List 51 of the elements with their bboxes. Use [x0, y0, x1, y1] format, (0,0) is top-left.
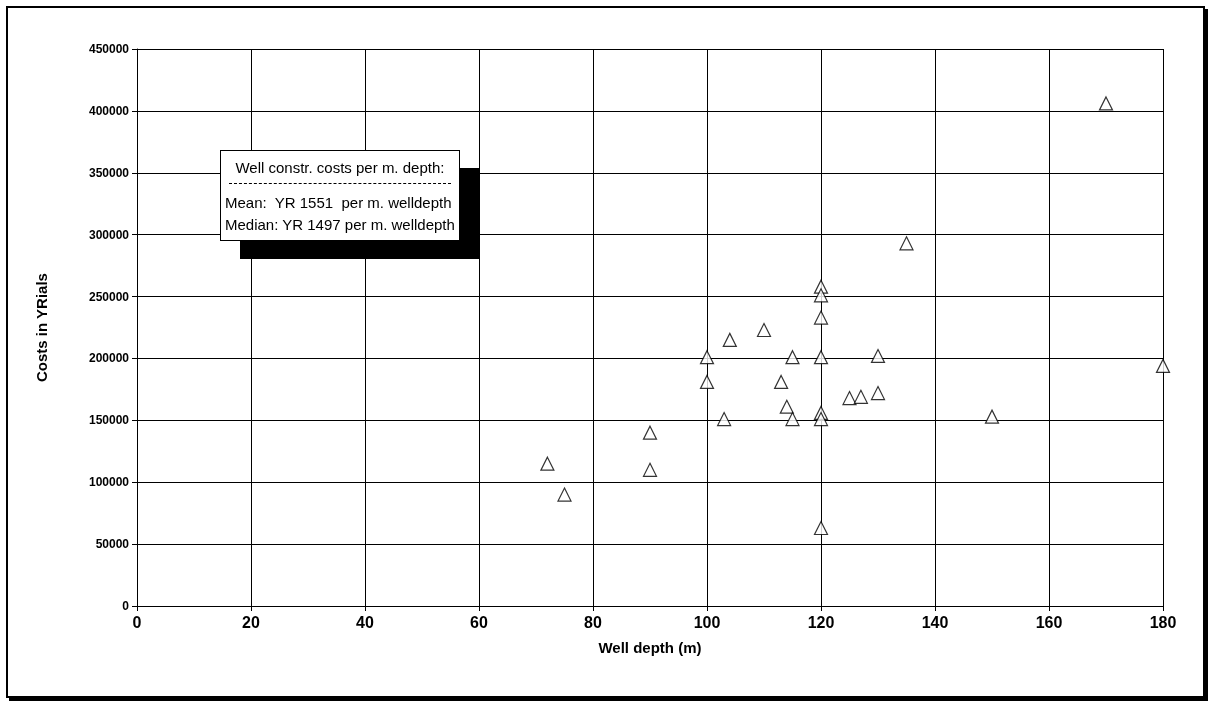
- y-tick-label: 300000: [88, 227, 130, 242]
- annotation: Mean: YR 1551 per m. welldepth: [225, 193, 453, 213]
- point: [813, 310, 829, 325]
- x-tick-label: 140: [921, 613, 949, 631]
- point: [870, 348, 886, 364]
- point: [642, 462, 658, 477]
- annotation: Well constr. costs per m. depth:: [234, 158, 446, 178]
- point: [842, 390, 857, 406]
- point: [699, 350, 715, 365]
- y-tick-label: 350000: [88, 165, 130, 180]
- y-tick-label: 250000: [88, 289, 130, 304]
- y-tick-label: 50000: [95, 537, 130, 552]
- point: [699, 374, 715, 390]
- annotation: Median: YR 1497 per m. welldepth: [225, 215, 455, 235]
- y-tick-label: 450000: [88, 42, 130, 56]
- x-tick-label: 40: [356, 613, 374, 631]
- y-axis-title: Costs in YRials: [33, 273, 50, 382]
- point: [557, 487, 572, 502]
- x-axis-title: Well depth (m): [598, 639, 702, 656]
- point: [785, 350, 800, 365]
- x-tick-label: 60: [470, 613, 488, 631]
- point: [785, 412, 800, 427]
- x-tick-label: 180: [1149, 613, 1177, 631]
- point: [717, 412, 732, 427]
- point: [813, 288, 829, 303]
- x-tick-label: 80: [584, 613, 602, 631]
- point: [813, 520, 829, 536]
- point: [984, 409, 1000, 424]
- point: [1098, 96, 1114, 111]
- y-tick-label: 0: [122, 599, 130, 613]
- y-tick-label: 100000: [88, 475, 130, 490]
- point: [540, 456, 555, 471]
- point: [1155, 358, 1171, 373]
- point: [899, 236, 914, 251]
- point: [813, 350, 829, 365]
- x-tick-label: 0: [132, 613, 142, 631]
- x-tick-label: 20: [242, 613, 260, 631]
- point: [870, 386, 886, 401]
- point: [642, 425, 658, 440]
- x-tick-label: 120: [807, 613, 835, 631]
- point: [813, 412, 829, 427]
- point: [722, 332, 737, 347]
- x-tick-label: 160: [1035, 613, 1063, 631]
- y-tick-label: 200000: [88, 351, 130, 366]
- point: [774, 374, 789, 390]
- point: [853, 389, 868, 404]
- x-tick-label: 100: [693, 613, 721, 631]
- point: [779, 399, 794, 414]
- y-tick-label: 150000: [88, 413, 130, 428]
- point: [756, 322, 772, 338]
- y-tick-label: 400000: [88, 103, 130, 118]
